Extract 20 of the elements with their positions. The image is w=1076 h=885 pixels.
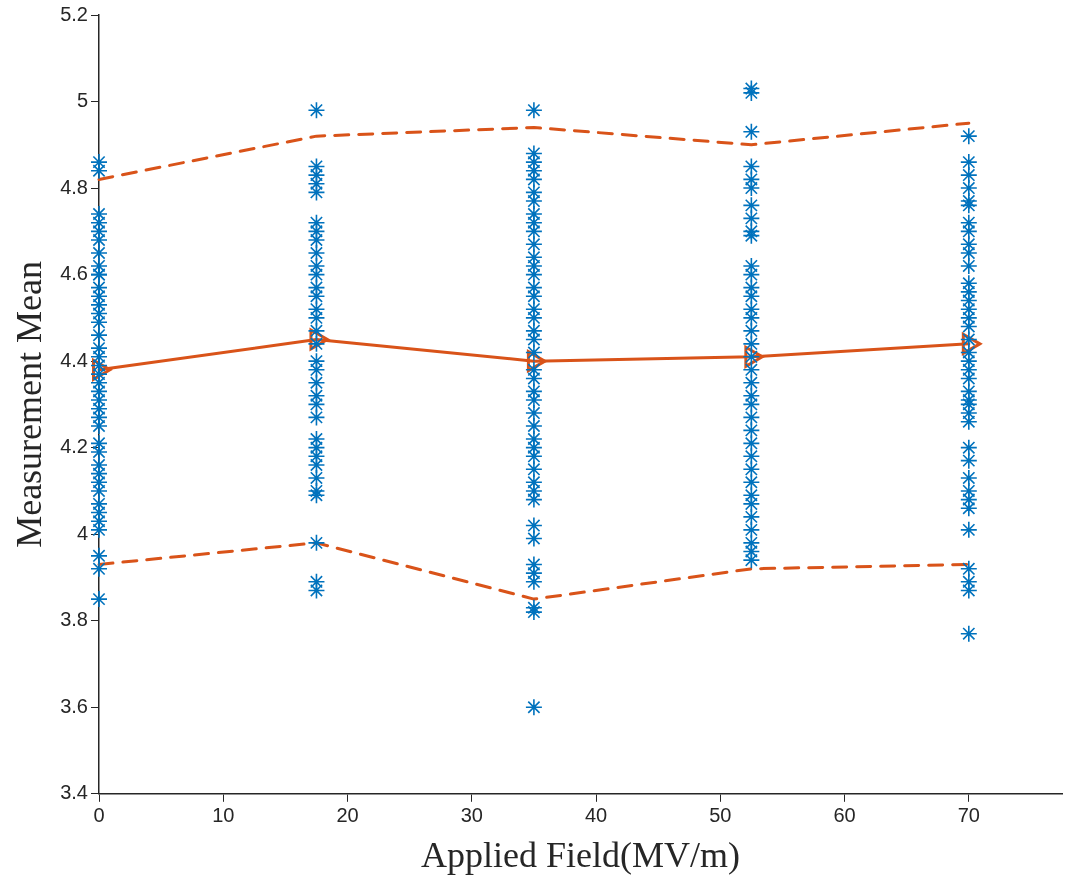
x-axis-title: Applied Field(MV/m) [421,834,740,875]
y-tick-label: 5 [76,89,88,112]
y-tick-label: 3.4 [60,781,88,804]
x-tick-label: 30 [460,804,483,827]
y-axis-title: Measurement Mean [9,260,50,548]
x-tick-label: 10 [212,804,235,827]
x-tick-label: 40 [584,804,608,827]
y-tick-label: 4.2 [60,435,88,458]
x-tick-label: 70 [957,804,980,827]
y-tick-label: 4.6 [60,262,88,285]
y-tick-label: 5.2 [60,2,88,25]
y-tick-label: 3.6 [60,694,88,717]
y-tick-label: 4.4 [60,348,88,371]
x-tick-label: 60 [833,804,856,827]
x-tick-label: 0 [93,804,105,827]
y-tick-label: 4 [76,521,88,544]
x-tick-label: 50 [709,804,732,827]
y-tick-label: 3.8 [60,608,88,631]
y-tick-label: 4.8 [60,175,88,198]
x-tick-label: 20 [336,804,359,827]
